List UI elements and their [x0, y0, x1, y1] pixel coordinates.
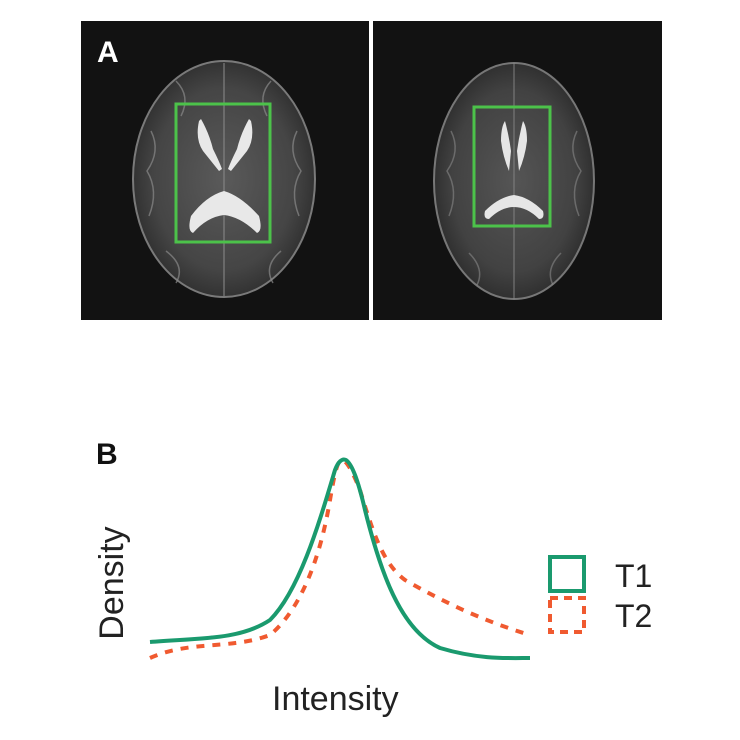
legend-label-t1: T1 [615, 558, 653, 594]
t2-density-curve [149, 457, 531, 660]
y-axis-label: Density [93, 526, 131, 640]
x-axis-label: Intensity [272, 680, 399, 718]
legend-label-t2: T2 [615, 598, 653, 634]
legend-t1-swatch [548, 555, 586, 593]
panel-label-b: B [96, 438, 118, 471]
t1-density-curve [149, 457, 531, 661]
density-plot [149, 457, 586, 661]
mri-slice-left [81, 21, 369, 320]
panel-label-a: A [97, 36, 119, 69]
legend-t2-swatch [548, 596, 586, 634]
mri-slice-right [373, 21, 662, 320]
